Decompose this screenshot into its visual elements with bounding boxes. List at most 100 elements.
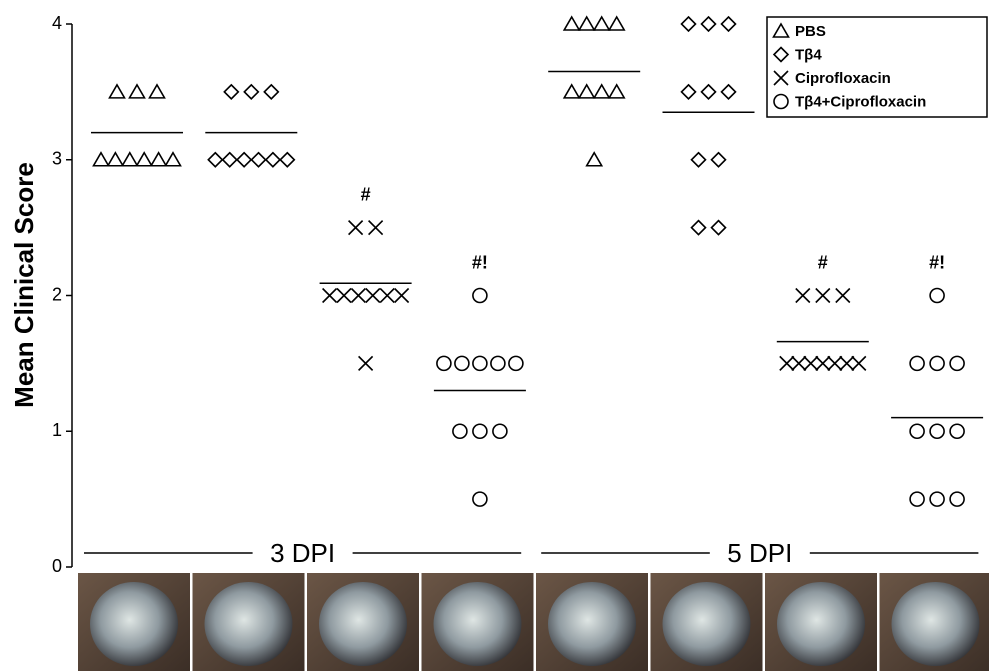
eye xyxy=(433,582,522,666)
data-point xyxy=(607,83,626,99)
data-point xyxy=(680,83,697,101)
data-point xyxy=(909,491,925,507)
data-point xyxy=(164,151,182,167)
group-label-bg xyxy=(252,540,353,568)
data-point xyxy=(358,355,374,371)
data-point xyxy=(710,219,727,236)
eye xyxy=(548,582,636,666)
eye xyxy=(90,582,178,666)
data-point xyxy=(454,355,470,372)
data-point xyxy=(839,355,855,371)
data-point xyxy=(577,15,596,31)
data-point xyxy=(223,83,240,101)
data-point xyxy=(562,15,581,31)
y-axis-label: Mean Clinical Score xyxy=(9,162,39,408)
data-point xyxy=(108,83,126,99)
data-point xyxy=(720,83,737,101)
legend-marker xyxy=(773,70,789,86)
data-point xyxy=(803,355,819,371)
eye-photos xyxy=(78,573,989,671)
data-point xyxy=(929,355,945,372)
eye xyxy=(319,582,407,666)
data-point xyxy=(250,151,267,168)
data-point xyxy=(436,355,452,372)
annotation: #! xyxy=(472,252,488,272)
data-point xyxy=(835,287,851,304)
data-point xyxy=(322,287,338,304)
data-point xyxy=(492,423,508,440)
legend-box xyxy=(766,16,988,118)
data-point xyxy=(592,15,611,31)
data-point xyxy=(207,151,224,168)
eye xyxy=(204,582,293,666)
data-point xyxy=(710,151,727,168)
data-point xyxy=(909,423,925,440)
data-point xyxy=(472,355,488,372)
data-point xyxy=(336,287,352,304)
data-point xyxy=(235,151,253,168)
legend-label: Tβ4+Ciprofloxacin xyxy=(795,93,926,110)
data-point xyxy=(350,287,366,304)
data-point xyxy=(929,491,945,507)
data-point xyxy=(700,83,717,101)
data-point xyxy=(585,151,604,167)
y-tick-label: 2 xyxy=(52,284,62,304)
data-point xyxy=(394,287,410,304)
data-point xyxy=(929,287,945,304)
data-point xyxy=(92,151,110,167)
data-point xyxy=(815,287,831,304)
y-tick-label: 1 xyxy=(52,420,62,440)
data-point xyxy=(368,220,384,236)
y-tick-label: 3 xyxy=(52,149,62,169)
data-point xyxy=(508,355,524,372)
data-point xyxy=(700,15,717,33)
data-point xyxy=(379,287,395,304)
data-point xyxy=(472,423,488,440)
data-point xyxy=(909,355,925,372)
data-point xyxy=(815,355,831,371)
data-point xyxy=(690,151,707,168)
data-point xyxy=(135,151,154,167)
data-point xyxy=(243,83,260,101)
data-point xyxy=(365,287,381,304)
data-point xyxy=(592,83,611,99)
group-label-bg xyxy=(709,540,810,568)
eye xyxy=(777,582,865,666)
data-point xyxy=(452,423,468,440)
data-point xyxy=(851,355,867,371)
data-point xyxy=(221,151,238,168)
legend-marker xyxy=(772,46,790,63)
data-point xyxy=(827,355,843,371)
data-point xyxy=(795,287,811,304)
legend-label: PBS xyxy=(795,23,826,40)
data-point xyxy=(263,83,280,101)
data-point xyxy=(279,151,296,168)
data-point xyxy=(264,151,282,168)
data-point xyxy=(348,220,364,236)
data-point xyxy=(128,83,146,99)
group-label: 3 DPI xyxy=(270,538,335,568)
y-tick-label: 4 xyxy=(52,13,62,33)
data-point xyxy=(949,355,965,372)
group-label: 5 DPI xyxy=(727,538,792,568)
data-point xyxy=(472,491,488,507)
y-tick-label: 0 xyxy=(52,556,62,576)
data-point xyxy=(562,83,581,99)
eye xyxy=(662,582,751,666)
data-point xyxy=(120,151,139,167)
legend-marker xyxy=(772,22,790,38)
data-point xyxy=(577,83,596,99)
data-point xyxy=(949,423,965,440)
annotation: # xyxy=(818,252,828,272)
annotation: #! xyxy=(929,252,945,272)
eye xyxy=(891,582,980,666)
data-point xyxy=(791,355,807,371)
data-point xyxy=(720,15,737,33)
data-point xyxy=(490,355,506,372)
legend-label: Tβ4 xyxy=(795,46,822,63)
data-point xyxy=(949,491,965,507)
data-point xyxy=(472,287,488,304)
data-point xyxy=(106,151,125,167)
